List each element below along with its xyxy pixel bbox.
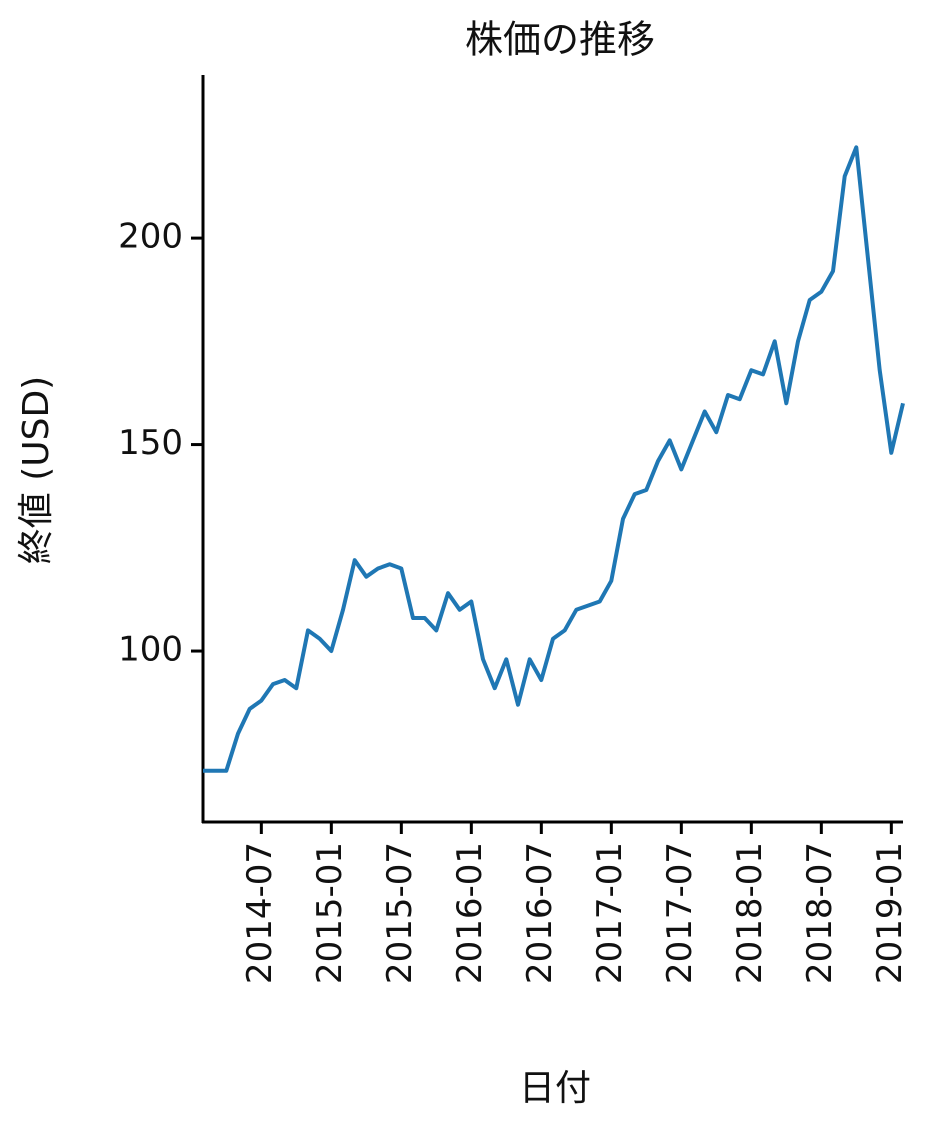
series-line — [203, 145, 905, 773]
chart-title: 株価の推移 — [465, 18, 655, 62]
x-tick-label: 2019-01 — [870, 842, 910, 984]
x-tick-label: 2017-01 — [590, 842, 630, 984]
x-tick-label: 2018-07 — [800, 842, 840, 984]
x-tick-label: 2016-01 — [450, 842, 490, 984]
x-axis-label: 日付 — [519, 1068, 591, 1109]
x-tick-label: 2014-07 — [240, 842, 280, 984]
x-tick-label: 2015-01 — [310, 842, 350, 984]
y-axis-label: 終値 (USD) — [16, 376, 57, 564]
x-tick-label: 2017-07 — [660, 842, 700, 984]
x-tick-label: 2015-07 — [380, 842, 420, 984]
y-tick-label: 100 — [118, 630, 183, 670]
x-tick-label: 2016-07 — [520, 842, 560, 984]
y-tick-label: 200 — [118, 217, 183, 257]
y-tick-label: 150 — [118, 423, 183, 463]
x-tick-label: 2018-01 — [730, 842, 770, 984]
